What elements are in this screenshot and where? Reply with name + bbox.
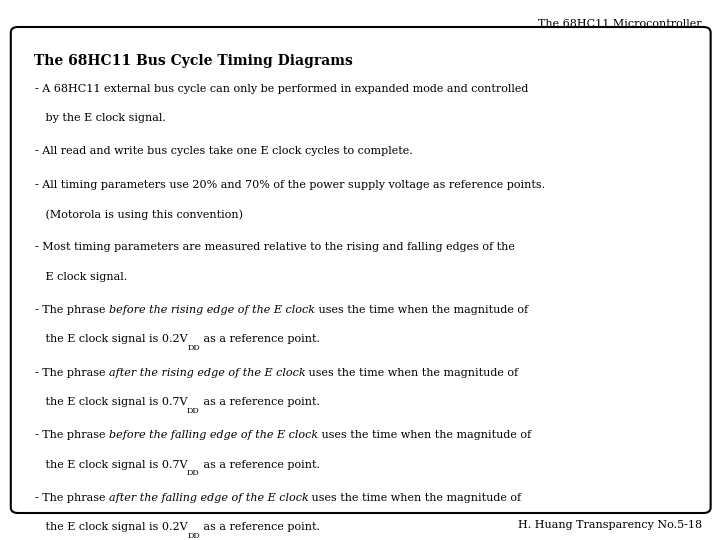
Text: uses the time when the magnitude of: uses the time when the magnitude of	[315, 305, 528, 315]
Text: the E clock signal is 0.2V: the E clock signal is 0.2V	[35, 334, 187, 345]
Text: - All read and write bus cycles take one E clock cycles to complete.: - All read and write bus cycles take one…	[35, 146, 413, 157]
Text: - The phrase: - The phrase	[35, 368, 109, 378]
Text: the E clock signal is 0.7V: the E clock signal is 0.7V	[35, 397, 187, 407]
Text: before the rising edge of the E clock: before the rising edge of the E clock	[109, 305, 315, 315]
Text: before the falling edge of the E clock: before the falling edge of the E clock	[109, 430, 318, 441]
Text: as a reference point.: as a reference point.	[200, 460, 320, 470]
Text: (Motorola is using this convention): (Motorola is using this convention)	[35, 209, 243, 220]
Text: - The phrase: - The phrase	[35, 493, 109, 503]
Text: uses the time when the magnitude of: uses the time when the magnitude of	[305, 368, 518, 378]
Text: as a reference point.: as a reference point.	[200, 522, 320, 532]
Text: - All timing parameters use 20% and 70% of the power supply voltage as reference: - All timing parameters use 20% and 70% …	[35, 180, 545, 190]
Text: DD: DD	[187, 407, 200, 415]
Text: uses the time when the magnitude of: uses the time when the magnitude of	[318, 430, 531, 441]
Text: H. Huang Transparency No.5-18: H. Huang Transparency No.5-18	[518, 520, 702, 530]
Text: DD: DD	[187, 532, 200, 540]
Text: - A 68HC11 external bus cycle can only be performed in expanded mode and control: - A 68HC11 external bus cycle can only b…	[35, 84, 528, 94]
Text: as a reference point.: as a reference point.	[200, 334, 320, 345]
Text: DD: DD	[187, 344, 200, 352]
Text: the E clock signal is 0.2V: the E clock signal is 0.2V	[35, 522, 187, 532]
Text: - Most timing parameters are measured relative to the rising and falling edges o: - Most timing parameters are measured re…	[35, 242, 514, 253]
Text: - The phrase: - The phrase	[35, 305, 109, 315]
Text: - The phrase: - The phrase	[35, 430, 109, 441]
Text: after the rising edge of the E clock: after the rising edge of the E clock	[109, 368, 305, 378]
Text: as a reference point.: as a reference point.	[200, 397, 320, 407]
Text: the E clock signal is 0.7V: the E clock signal is 0.7V	[35, 460, 187, 470]
Text: uses the time when the magnitude of: uses the time when the magnitude of	[308, 493, 521, 503]
Text: after the falling edge of the E clock: after the falling edge of the E clock	[109, 493, 308, 503]
Text: The 68HC11 Bus Cycle Timing Diagrams: The 68HC11 Bus Cycle Timing Diagrams	[34, 54, 353, 68]
Text: The 68HC11 Microcontroller: The 68HC11 Microcontroller	[539, 19, 702, 29]
Text: DD: DD	[187, 469, 200, 477]
Text: by the E clock signal.: by the E clock signal.	[35, 113, 166, 123]
Text: E clock signal.: E clock signal.	[35, 272, 127, 282]
